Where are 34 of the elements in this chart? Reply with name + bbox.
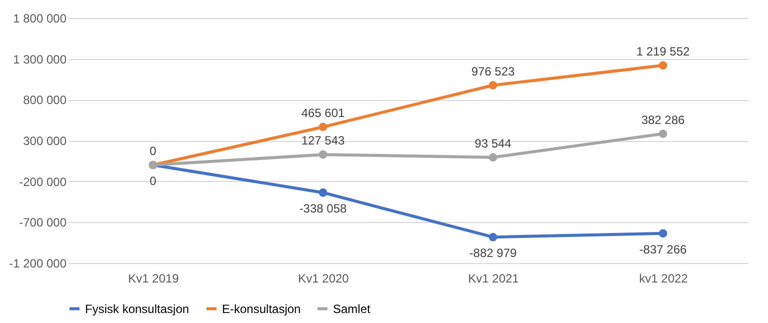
y-tick-label: -700 000	[19, 216, 67, 230]
data-label: 465 601	[301, 106, 346, 120]
data-label: 382 286	[641, 112, 686, 127]
data-label: -837 266	[639, 242, 688, 256]
y-tick-label: 1 300 000	[13, 52, 67, 66]
data-label: 0	[150, 144, 157, 158]
x-tick-label: Kv1 2020	[298, 272, 350, 286]
data-label: 1 219 552	[636, 44, 690, 58]
point	[658, 229, 668, 238]
x-tick-label: Kv1 2021	[468, 272, 520, 286]
point	[658, 130, 668, 138]
legend-label: Fysisk konsultasjon	[85, 302, 190, 316]
point	[488, 81, 498, 90]
data-label: 127 543	[301, 134, 346, 148]
point	[318, 150, 328, 159]
y-tick-label: 1 800 000	[13, 12, 67, 26]
legend-label: E-konsultasjon	[222, 302, 301, 316]
y-tick-label: -200 000	[19, 174, 67, 189]
x-tick-label: kv1 2022	[639, 272, 688, 286]
point	[658, 61, 668, 70]
data-label: 976 523	[471, 64, 516, 78]
data-label: 93 544	[474, 136, 512, 150]
point	[318, 188, 328, 197]
x-tick-label: Kv1 2019	[128, 272, 180, 286]
point	[488, 232, 498, 242]
data-label: -882 979	[469, 246, 518, 260]
data-label: 0	[150, 174, 157, 188]
y-tick-label: -1 200 000	[9, 256, 67, 270]
legend-label: Samlet	[333, 302, 372, 316]
data-label: -338 058	[299, 202, 348, 216]
point	[488, 153, 498, 162]
y-tick-label: 300 000	[23, 134, 67, 148]
y-tick-label: 800 000	[23, 93, 67, 108]
point	[318, 122, 328, 132]
